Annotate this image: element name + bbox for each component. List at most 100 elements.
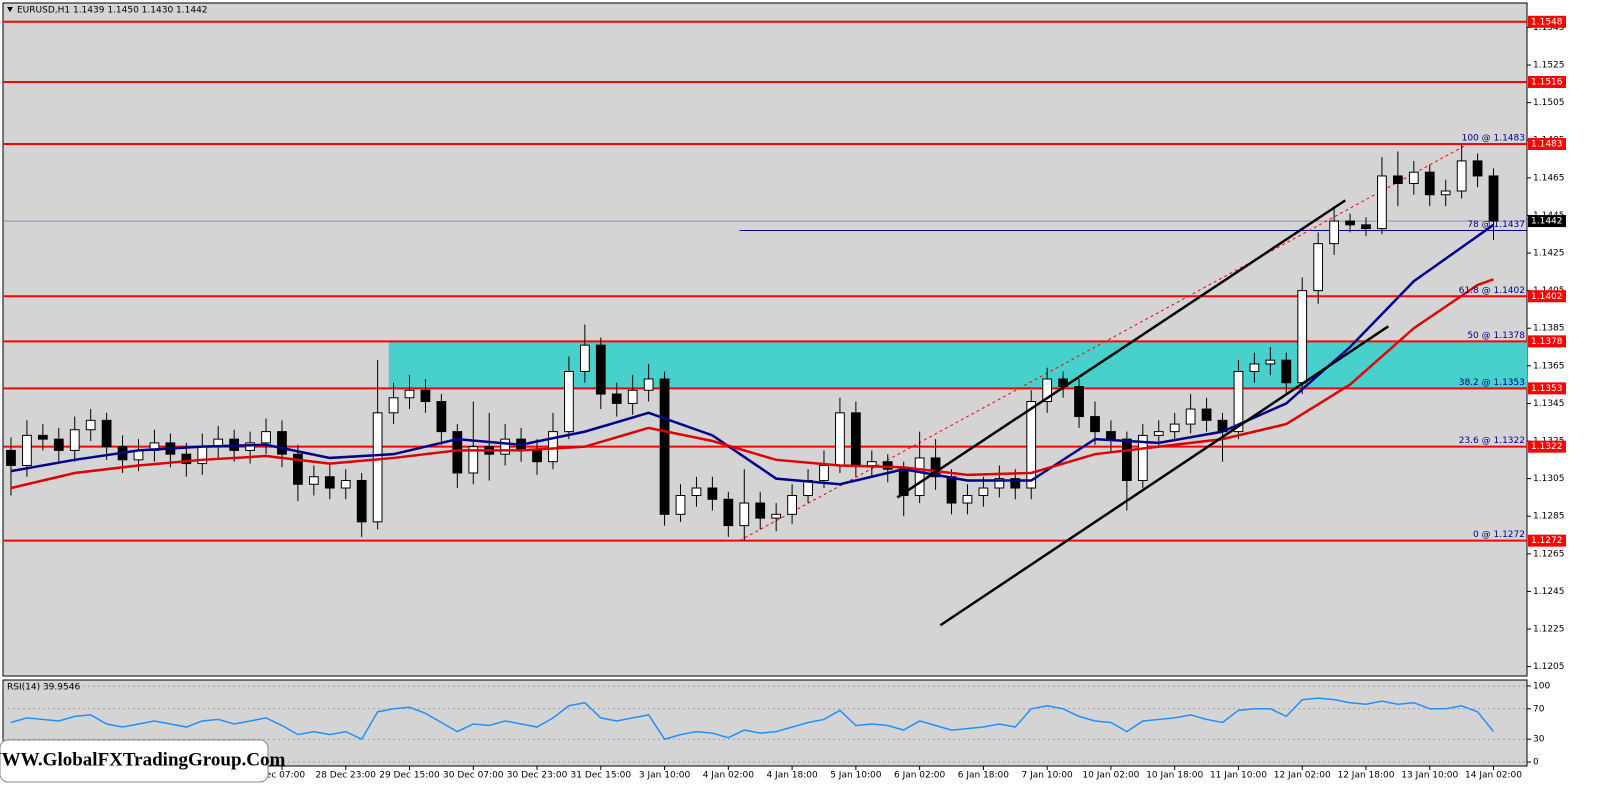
watermark-box	[0, 739, 269, 783]
candle-body	[882, 461, 893, 470]
x-tick-label: 30 Dec 07:00	[443, 771, 504, 781]
level-label-box	[1528, 335, 1566, 348]
x-tick-label: 31 Dec 15:00	[571, 771, 632, 781]
candle-body	[1313, 243, 1324, 292]
candle-body	[1424, 171, 1435, 196]
candle-body	[1377, 175, 1387, 230]
candle-body	[261, 431, 271, 444]
candle-body	[866, 461, 877, 466]
level-label-box	[1528, 137, 1566, 150]
candle-body	[611, 393, 622, 404]
candle-body	[835, 412, 845, 466]
moving-average	[10, 223, 1495, 486]
candle-body	[37, 434, 48, 440]
candle-body	[946, 476, 957, 504]
rsi-title: RSI(14) 39.9546	[7, 683, 80, 693]
rsi-y-tick-label: 70	[1533, 704, 1545, 714]
x-tick-label: 4 Jan 18:00	[766, 771, 818, 781]
main-plot: 100 @ 1.1483 78 @ 1.1437 61.8 @ 1.1402 50 @…	[3, 20, 1527, 627]
candle-body	[1249, 363, 1260, 372]
x-tick-label: Dec 07:00	[259, 771, 305, 781]
candle-body	[755, 502, 766, 519]
candle-body	[1042, 378, 1053, 403]
y-tick-label: 1.1225	[1533, 625, 1565, 635]
candle-body	[372, 412, 383, 523]
candle-body	[1408, 171, 1419, 184]
x-tick-label: 28 Dec 23:00	[315, 771, 376, 781]
menu-arrow	[7, 7, 13, 12]
x-tick-label: 6 Jan 18:00	[958, 771, 1010, 781]
candle-body	[1010, 478, 1021, 489]
level-label-box	[1528, 534, 1566, 547]
candle-body	[643, 378, 654, 391]
level-label: 1.1402	[1531, 292, 1563, 302]
candle-body	[1265, 359, 1276, 365]
candle-body	[1121, 438, 1132, 481]
rsi-line	[10, 697, 1495, 741]
candle-body	[548, 431, 558, 463]
y-tick-label: 1.1425	[1533, 249, 1565, 259]
candle-body	[436, 401, 447, 433]
candle-body	[277, 431, 287, 455]
candle-body	[579, 344, 590, 372]
trend-line	[939, 325, 1390, 627]
y-tick-label: 1.1305	[1533, 474, 1565, 484]
candle-body	[787, 495, 797, 515]
candle-body	[340, 479, 351, 489]
candle-body	[1345, 220, 1355, 226]
x-tick-label: 7 Jan 10:00	[1022, 771, 1074, 781]
x-tick-label: 12 Jan 18:00	[1337, 771, 1394, 781]
x-tick-label: 3 Jan 10:00	[639, 771, 691, 781]
level-label: 1.1272	[1531, 536, 1563, 546]
candle-body	[101, 419, 112, 448]
level-label: 1.1516	[1531, 77, 1563, 87]
candle-body	[308, 476, 319, 485]
candle-body	[1153, 431, 1164, 436]
fib-label: 38.2 @ 1.1353	[1459, 378, 1525, 388]
resistance-zone	[388, 341, 1527, 389]
candle-body	[627, 389, 638, 404]
candle-body	[452, 431, 463, 474]
rsi-plot	[3, 685, 1527, 763]
candle-body	[1392, 175, 1403, 184]
candle-body	[994, 478, 1005, 489]
candle-body	[468, 446, 479, 474]
candle-body	[564, 370, 574, 433]
candle-body	[1026, 401, 1037, 489]
x-tick-label: 10 Jan 02:00	[1082, 771, 1139, 781]
fib-line	[739, 143, 1469, 542]
y-tick-label: 1.1545	[1533, 23, 1565, 33]
candle-body	[914, 457, 925, 497]
fib-label: 78 @ 1.1437	[1467, 220, 1525, 230]
candle-body	[500, 438, 511, 455]
last-price-box	[1528, 215, 1566, 228]
candle-body	[595, 344, 606, 395]
y-tick-label: 1.1385	[1533, 324, 1565, 334]
candle-body	[1185, 408, 1196, 425]
fib-label: 0 @ 1.1272	[1473, 530, 1525, 540]
candle-body	[388, 397, 399, 414]
x-tick-label: 11 Jan 10:00	[1210, 771, 1267, 781]
main-panel	[2, 2, 1528, 677]
moving-average	[10, 278, 1494, 490]
candle-body	[1233, 370, 1244, 433]
level-label-box	[1528, 382, 1566, 395]
last-price-label: 1.1442	[1531, 217, 1563, 227]
x-tick-label: 30 Dec 23:00	[507, 771, 568, 781]
x-tick-label: 14 Jan 02:00	[1465, 771, 1522, 781]
x-tick-label: 5 Jan 10:00	[830, 771, 882, 781]
candle-body	[675, 495, 686, 515]
candle-body	[1201, 408, 1212, 421]
level-label: 1.1483	[1531, 139, 1563, 149]
candle-body	[293, 453, 303, 485]
level-label-box	[1528, 440, 1566, 453]
candle-body	[1137, 434, 1148, 481]
candle-body	[691, 487, 702, 497]
candle-body	[1361, 224, 1371, 230]
candle-body	[22, 434, 32, 466]
rsi-y-tick-label: 0	[1533, 758, 1539, 768]
y-tick-label: 1.1205	[1533, 662, 1565, 672]
candle-body	[930, 457, 941, 478]
